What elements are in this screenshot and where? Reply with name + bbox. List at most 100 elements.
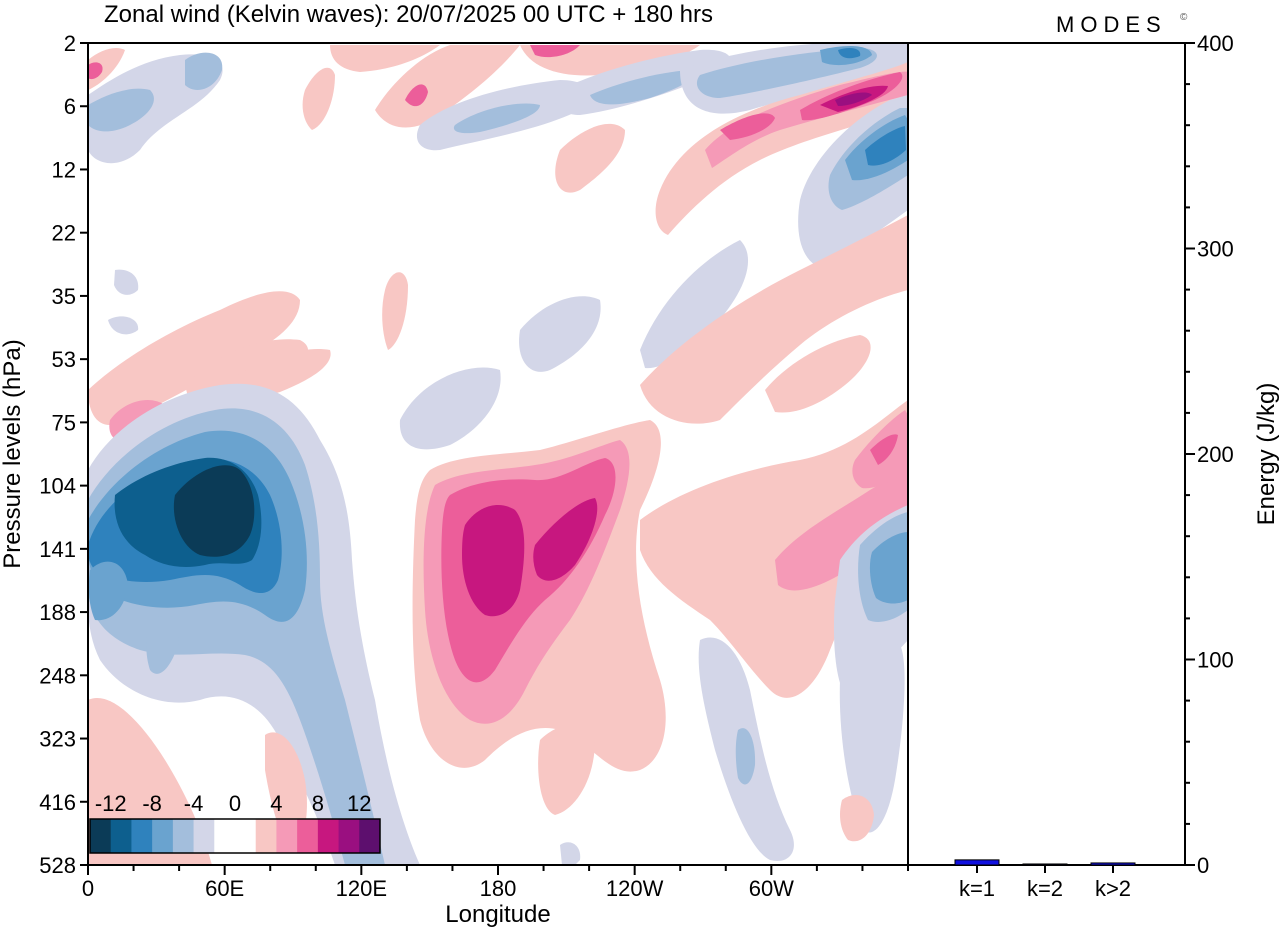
colorbar-swatch — [235, 819, 257, 853]
contour-neg — [869, 532, 908, 604]
energy-bar — [1022, 863, 1068, 866]
bar-category-label: k>2 — [1095, 876, 1131, 901]
colorbar-swatch — [152, 819, 174, 853]
colorbar-swatch — [90, 819, 112, 853]
y-tick-label: 6 — [64, 94, 76, 119]
y-tick-label: 248 — [39, 663, 76, 688]
colorbar-legend: -12 -8 -4 0 4 8 12 — [89, 791, 381, 854]
bar-category-label: k=2 — [1027, 876, 1063, 901]
contour-neg — [865, 126, 906, 166]
energy-axis-title: Energy (J/kg) — [1253, 383, 1280, 526]
colorbar-swatch — [131, 819, 153, 853]
y-tick-label: 2 — [64, 31, 76, 56]
contour-pos — [405, 84, 428, 107]
contour-pos — [302, 67, 335, 130]
contour-pos — [88, 291, 300, 425]
contour-pos — [330, 45, 440, 72]
energy-bars: k=1 k=2 k>2 — [954, 859, 1136, 901]
contour-pos — [835, 92, 872, 106]
y-tick-label: 22 — [52, 221, 76, 246]
colorbar-label: -4 — [184, 791, 204, 816]
contour-neg — [453, 103, 540, 134]
y-tick-label: 75 — [52, 410, 76, 435]
contour-pos — [375, 45, 520, 128]
colorbar-swatch — [317, 819, 340, 853]
colorbar-swatch — [276, 819, 298, 853]
contour-pos — [230, 349, 331, 396]
y-tick-label: 12 — [52, 157, 76, 182]
x-tick-label: 60W — [749, 876, 794, 901]
colorbar-swatch — [255, 819, 277, 853]
colorbar-label: 0 — [229, 791, 241, 816]
contour-pos — [775, 470, 908, 591]
y-axis-title: Pressure levels (hPa) — [0, 339, 26, 568]
contour-neg — [838, 48, 861, 59]
contour-pos — [530, 45, 580, 58]
colorbar-swatch — [297, 819, 319, 853]
contour-neg — [839, 643, 905, 833]
colorbar-label: 4 — [270, 791, 282, 816]
colorbar-swatch — [359, 819, 381, 853]
colorbar-swatch — [193, 819, 215, 853]
contour-pos — [840, 795, 874, 842]
y-tick-label: 104 — [39, 474, 76, 499]
x-axis-title: Longitude — [445, 901, 550, 928]
colorbar-swatch — [172, 819, 195, 853]
y-tick-label: 141 — [39, 537, 76, 562]
colorbar-label: 12 — [347, 791, 371, 816]
y-tick-label: 53 — [52, 347, 76, 372]
contour-pos — [555, 123, 625, 193]
colorbar-label: 8 — [312, 791, 324, 816]
bar-category-label: k=1 — [959, 876, 995, 901]
contour-pos — [640, 215, 908, 424]
longitude-axis: 0 60E 120E 180 120W 60W — [82, 865, 909, 901]
colorbar-swatch — [110, 819, 132, 853]
contour-neg — [114, 269, 139, 295]
contour-field — [88, 43, 908, 865]
energy-tick-label: 0 — [1197, 853, 1209, 878]
y-tick-label: 323 — [39, 727, 76, 752]
y-tick-label: 35 — [52, 284, 76, 309]
energy-axis: 0 100 200 300 400 — [1185, 31, 1234, 878]
contour-pos — [870, 434, 898, 465]
contour-pos — [533, 498, 598, 581]
colorbar-frame — [89, 818, 381, 854]
brand-mark: © — [1180, 12, 1188, 23]
contour-neg — [88, 88, 154, 132]
contour-neg — [590, 70, 693, 105]
contour-neg — [399, 367, 501, 450]
colorbar-label: -12 — [95, 791, 127, 816]
energy-bar — [954, 859, 1000, 866]
x-tick-label: 0 — [82, 876, 94, 901]
energy-tick-label: 300 — [1197, 237, 1234, 262]
energy-tick-label: 400 — [1197, 31, 1234, 56]
contour-neg — [88, 561, 128, 621]
bar-panel-frame — [907, 42, 1186, 866]
x-tick-label: 180 — [480, 876, 517, 901]
colorbar-swatch — [338, 819, 360, 853]
contour-neg — [640, 240, 749, 369]
contour-pos — [462, 505, 525, 617]
colorbar-swatch — [214, 819, 236, 853]
contour-neg — [735, 728, 756, 785]
x-tick-label: 120W — [606, 876, 664, 901]
contour-neg — [519, 296, 601, 372]
y-tick-label: 188 — [39, 600, 76, 625]
contour-pos — [88, 62, 103, 80]
contour-neg — [146, 616, 179, 674]
contour-pos — [765, 335, 871, 413]
contour-neg — [173, 465, 255, 557]
contour-pos — [720, 113, 775, 140]
pressure-axis: 2 6 12 22 35 53 75 104 141 188 248 323 416 528 — [39, 31, 88, 878]
brand-logo: MODES — [1056, 12, 1167, 37]
energy-tick-label: 100 — [1197, 648, 1234, 673]
contour-pos — [382, 272, 408, 350]
contour-neg — [108, 316, 139, 335]
y-tick-label: 528 — [39, 853, 76, 878]
x-tick-label: 60E — [205, 876, 244, 901]
contour-neg — [185, 52, 223, 90]
y-tick-label: 416 — [39, 790, 76, 815]
chart-title: Zonal wind (Kelvin waves): 20/07/2025 00… — [104, 1, 713, 28]
energy-bar — [1090, 862, 1136, 866]
